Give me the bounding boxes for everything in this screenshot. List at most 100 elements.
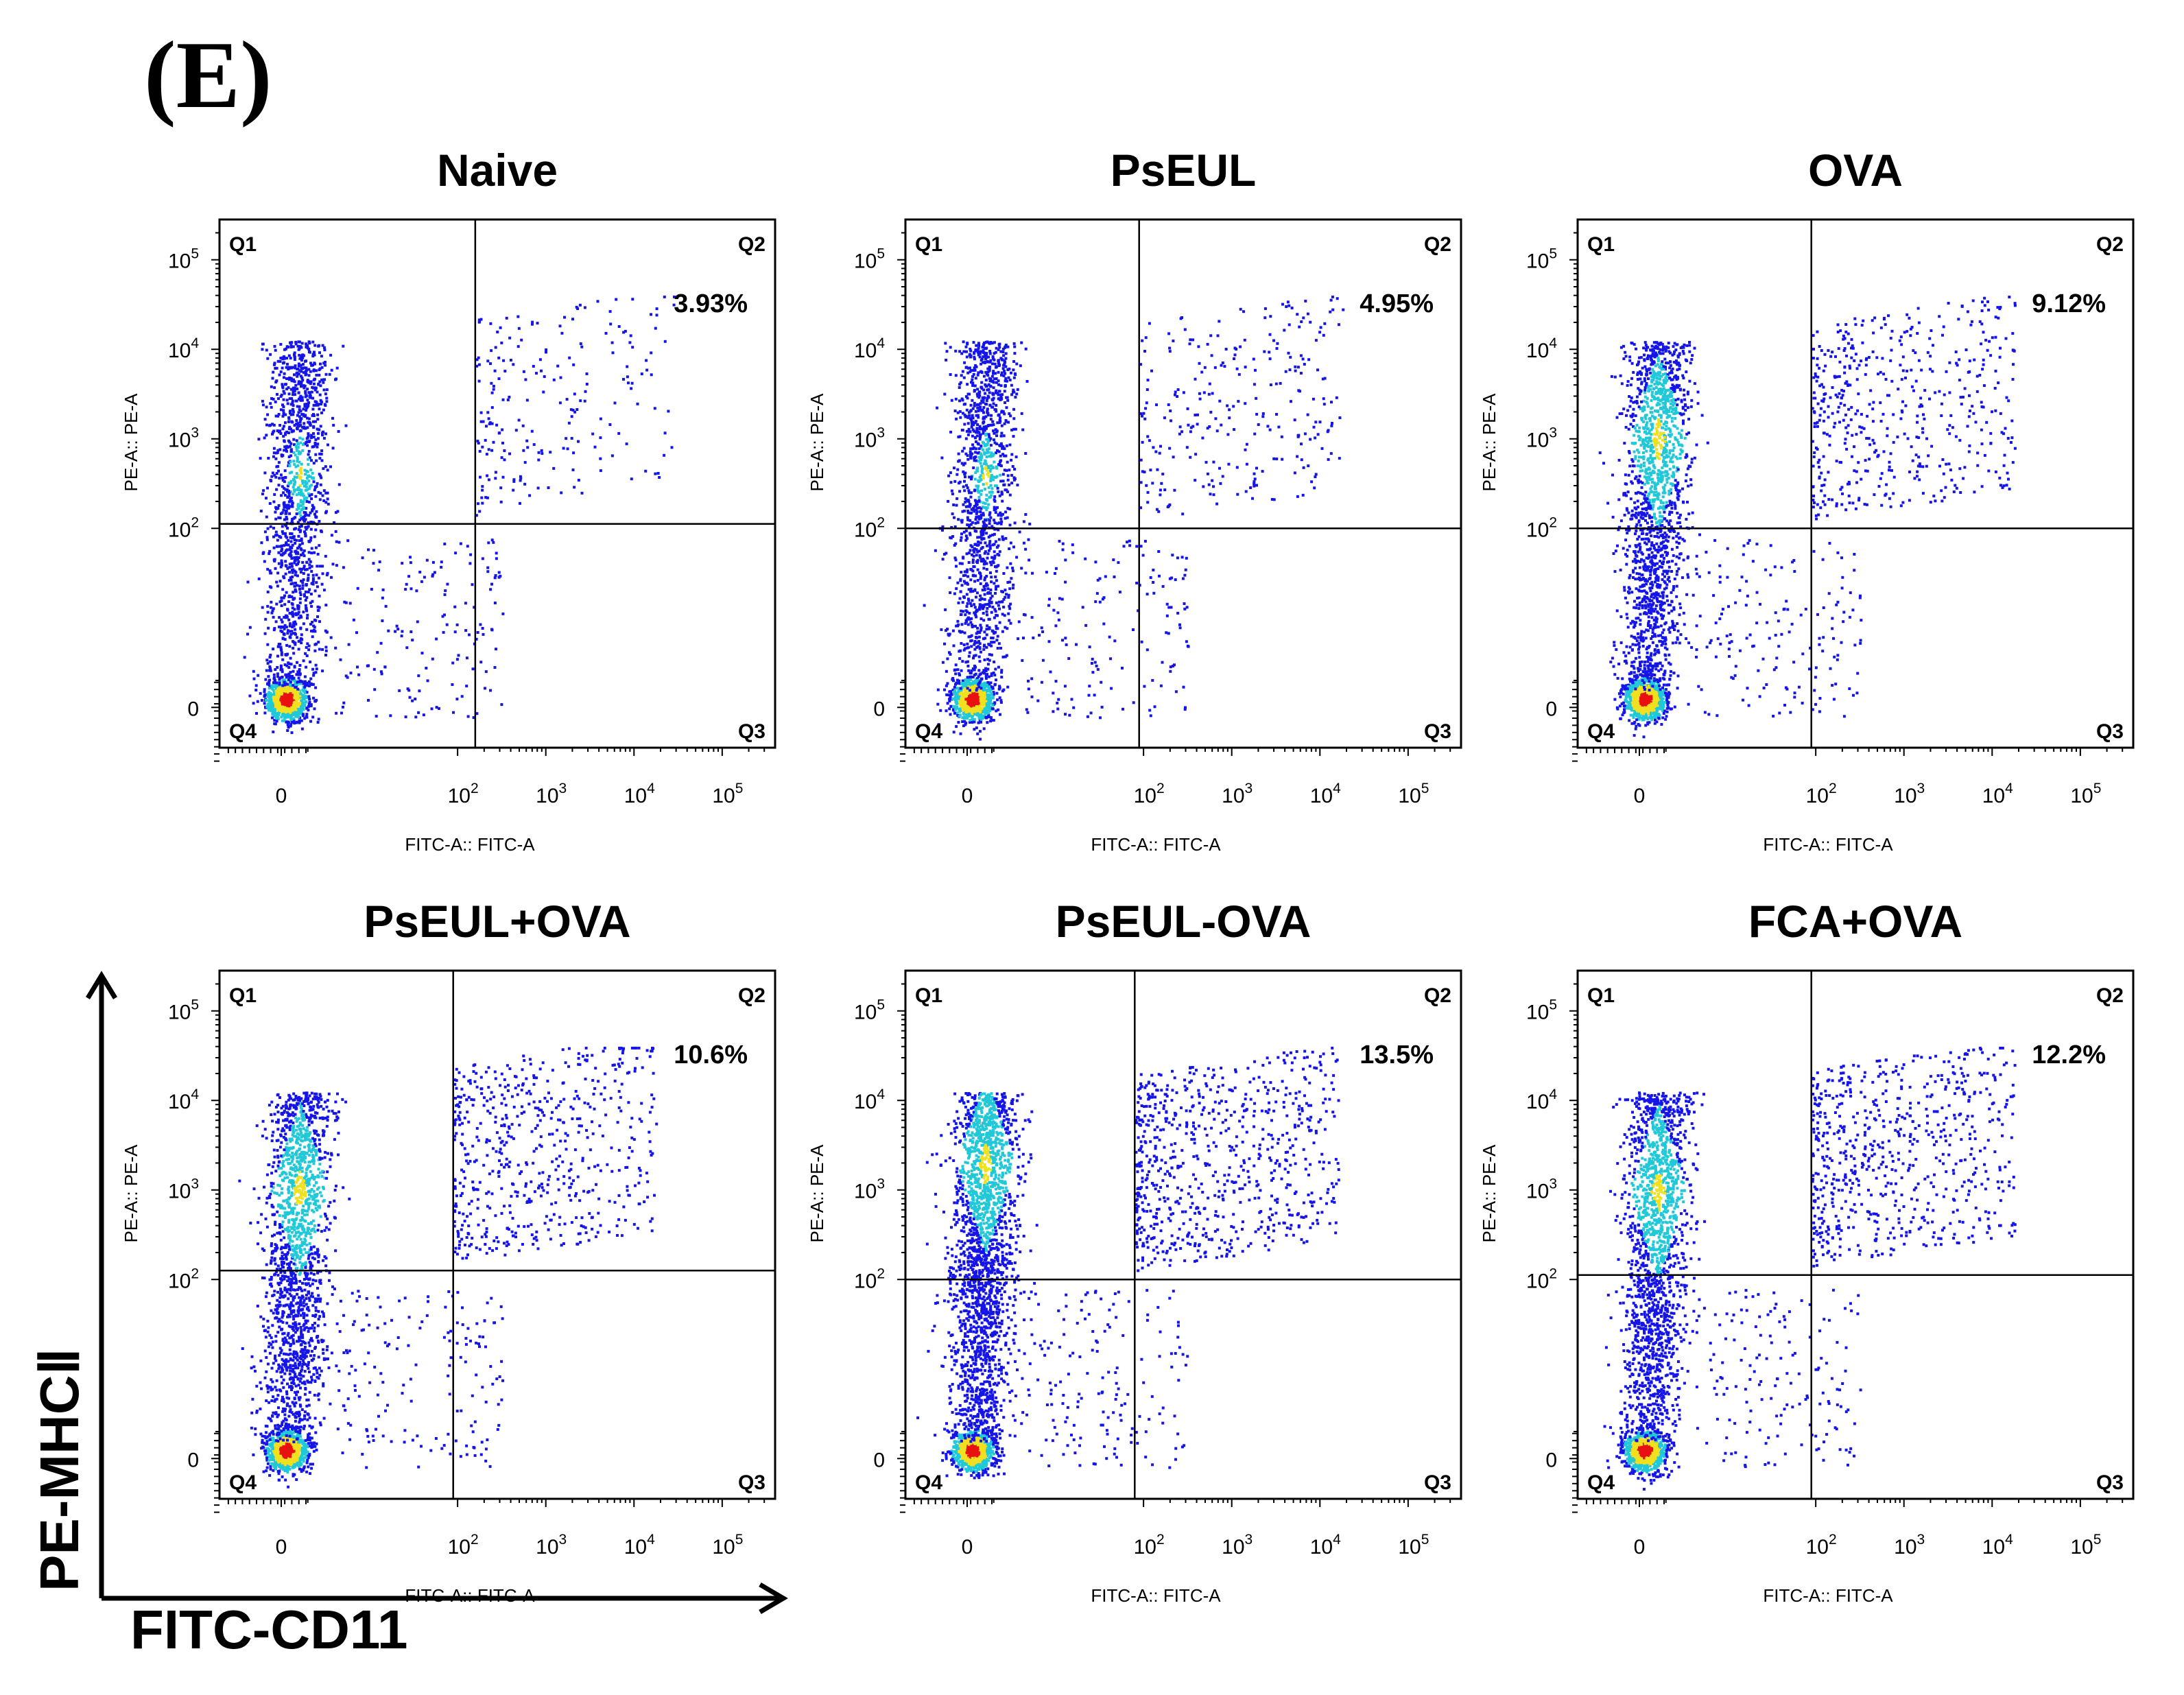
scatter-point (287, 503, 290, 507)
scatter-point (407, 689, 411, 692)
scatter-point (995, 346, 998, 350)
scatter-point (999, 350, 1003, 353)
scatter-point (289, 410, 292, 413)
scatter-point (372, 667, 376, 671)
scatter-point (285, 720, 288, 724)
scatter-point (292, 719, 296, 722)
scatter-point (493, 576, 497, 580)
scatter-point (272, 696, 275, 699)
scatter-point (973, 436, 977, 439)
scatter-point (272, 698, 275, 702)
scatter-point (278, 448, 282, 451)
scatter-point (309, 528, 313, 531)
scatter-point (283, 663, 287, 667)
scatter-point (985, 455, 988, 458)
scatter-point (298, 567, 302, 571)
scatter-point (409, 561, 412, 565)
scatter-point (975, 469, 979, 472)
scatter-point (346, 539, 350, 543)
scatter-point (492, 385, 495, 388)
scatter-point (308, 423, 311, 426)
scatter-point (984, 462, 988, 466)
scatter-point (974, 455, 977, 458)
scatter-point (535, 372, 538, 375)
scatter-point (960, 532, 963, 536)
scatter-point (977, 640, 980, 643)
scatter-point (307, 514, 311, 517)
scatter-point (274, 687, 278, 690)
scatter-point (981, 346, 984, 348)
scatter-point (299, 692, 302, 696)
scatter-point (983, 578, 986, 582)
scatter-point (1002, 374, 1006, 377)
scatter-point (299, 627, 302, 630)
scatter-point (946, 657, 949, 661)
scatter-point (953, 698, 957, 701)
scatter-point (490, 628, 493, 631)
scatter-point (334, 646, 337, 650)
scatter-point (267, 626, 270, 630)
scatter-point (955, 587, 958, 591)
scatter-point (309, 361, 312, 365)
scatter-point (304, 700, 307, 704)
scatter-point (995, 465, 998, 469)
scatter-point (283, 503, 286, 506)
scatter-point (1017, 637, 1020, 641)
scatter-point (298, 353, 301, 357)
scatter-point (966, 516, 969, 519)
scatter-point (288, 594, 292, 597)
scatter-point (304, 390, 307, 393)
scatter-point (494, 471, 497, 474)
scatter-point (986, 506, 989, 510)
scatter-point (984, 584, 987, 588)
scatter-point (281, 702, 284, 706)
scatter-point (995, 410, 998, 413)
scatter-point (979, 685, 982, 688)
scatter-point (281, 366, 284, 370)
scatter-point (420, 580, 423, 583)
scatter-point (970, 425, 973, 429)
scatter-point (1028, 522, 1032, 525)
scatter-point (584, 390, 587, 393)
y-tick-label: 105 (168, 246, 199, 273)
scatter-point (487, 417, 490, 420)
scatter-point (309, 469, 313, 472)
scatter-point (469, 553, 473, 556)
scatter-point (978, 647, 982, 650)
scatter-point (975, 641, 979, 644)
scatter-point (281, 479, 285, 482)
scatter-point (378, 560, 381, 564)
scatter-point (973, 357, 976, 361)
scatter-point (988, 560, 992, 564)
scatter-point (1006, 368, 1010, 371)
scatter-point (321, 494, 324, 497)
scatter-point (298, 484, 302, 487)
scatter-point (279, 565, 283, 569)
panel-label: (E) (144, 27, 272, 123)
scatter-point (318, 367, 322, 370)
scatter-point (309, 521, 313, 524)
scatter-point (1011, 465, 1014, 468)
scatter-point (292, 378, 295, 381)
scatter-point (293, 684, 296, 687)
scatter-point (479, 623, 482, 626)
scatter-point (954, 696, 958, 699)
scatter-point (290, 546, 294, 549)
scatter-point (1003, 362, 1006, 366)
scatter-point (281, 685, 285, 689)
scatter-point (266, 413, 270, 416)
scatter-point (312, 445, 316, 448)
scatter-point (961, 660, 964, 663)
scatter-point (307, 479, 311, 483)
scatter-point (481, 445, 484, 449)
scatter-point (431, 574, 434, 578)
scatter-point (986, 667, 990, 671)
scatter-point (312, 507, 316, 510)
scatter-point (988, 391, 991, 394)
scatter-point (294, 342, 298, 346)
scatter-point (285, 700, 288, 704)
scatter-point (313, 551, 316, 554)
scatter-point (324, 501, 328, 504)
scatter-point (968, 696, 971, 700)
scatter-point (497, 356, 501, 359)
